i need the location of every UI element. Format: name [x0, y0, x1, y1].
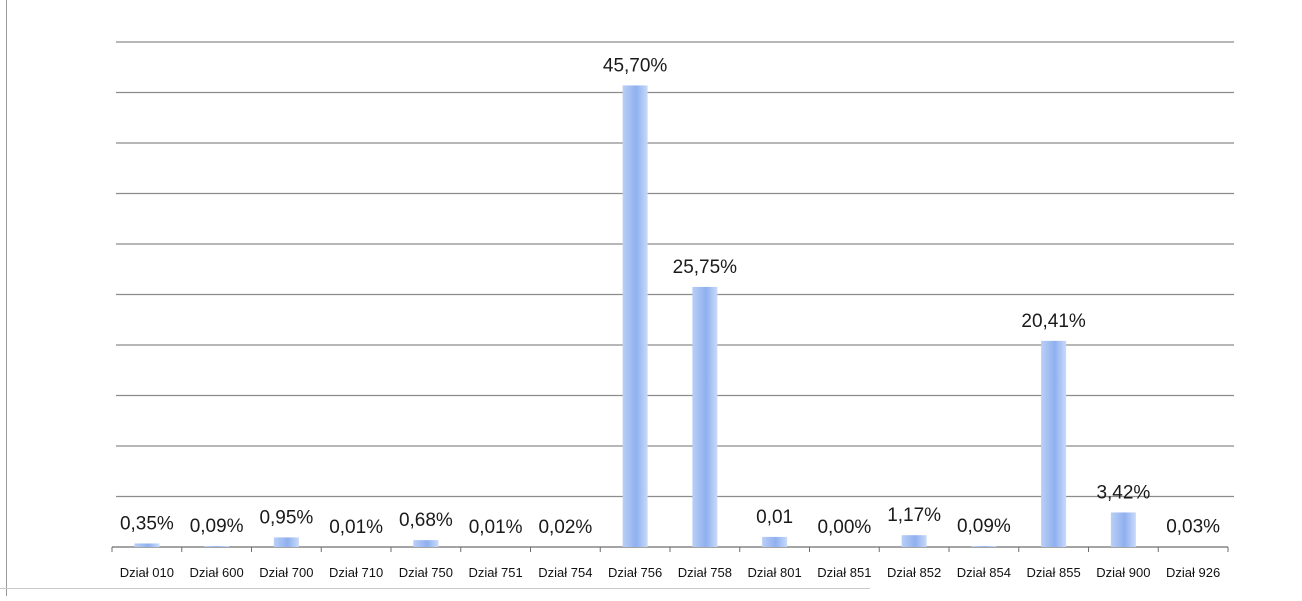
x-axis: [111, 546, 1229, 552]
bar: [692, 286, 718, 547]
data-label: 0,95%: [259, 507, 313, 528]
x-tick-label: Dział 750: [399, 565, 453, 580]
data-label: 0,09%: [190, 516, 244, 537]
x-tick-label: Dział 700: [259, 565, 313, 580]
data-label: 0,01: [756, 507, 793, 528]
data-label: 0,01%: [469, 517, 523, 538]
bars: [134, 85, 1136, 548]
data-label: 20,41%: [1021, 311, 1086, 332]
bar: [413, 540, 439, 547]
x-tick-label: Dział 751: [469, 565, 523, 580]
x-tick-label: Dział 801: [748, 565, 802, 580]
bar: [204, 546, 230, 547]
data-labels: 0,35% 0,09% 0,95% 0,01% 0,68% 0,01% 0,02% 45,70…: [120, 55, 1220, 538]
data-label: 0,68%: [399, 510, 453, 531]
data-label: 0,09%: [957, 516, 1011, 537]
data-label: 0,00%: [817, 517, 871, 538]
bar: [762, 536, 788, 547]
x-tick-label: Dział 854: [957, 565, 1011, 580]
x-tick-label: Dział 754: [538, 565, 592, 580]
data-label: 25,75%: [673, 257, 738, 278]
x-tick-label: Dział 010: [120, 565, 174, 580]
x-tick-label: Dział 851: [817, 565, 871, 580]
gridlines: [116, 41, 1234, 498]
x-tick-label: Dział 926: [1166, 565, 1220, 580]
bar: [1110, 512, 1136, 547]
x-tick-label: Dział 852: [887, 565, 941, 580]
bar: [134, 543, 160, 547]
bar: [622, 85, 648, 548]
x-tick-label: Dział 756: [608, 565, 662, 580]
data-label: 0,03%: [1166, 517, 1220, 538]
x-tick-label: Dział 758: [678, 565, 732, 580]
bar: [1041, 340, 1067, 547]
x-tick-label: Dział 600: [190, 565, 244, 580]
data-label: 45,70%: [603, 55, 668, 76]
data-label: 3,42%: [1096, 482, 1150, 503]
page-edge-line: [6, 0, 7, 596]
x-tick-labels: Dział 010 Dział 600 Dział 700 Dział 710 Dzia…: [120, 565, 1220, 580]
bar: [901, 535, 927, 547]
page-bottom-line: [0, 588, 870, 589]
x-tick-label: Dział 900: [1096, 565, 1150, 580]
data-label: 0,35%: [120, 513, 174, 534]
x-tick-label: Dział 710: [329, 565, 383, 580]
data-label: 0,01%: [329, 517, 383, 538]
bar: [273, 537, 299, 547]
data-label: 0,02%: [538, 517, 592, 538]
x-tick-label: Dział 855: [1027, 565, 1081, 580]
bar: [971, 546, 997, 547]
data-label: 1,17%: [887, 505, 941, 526]
